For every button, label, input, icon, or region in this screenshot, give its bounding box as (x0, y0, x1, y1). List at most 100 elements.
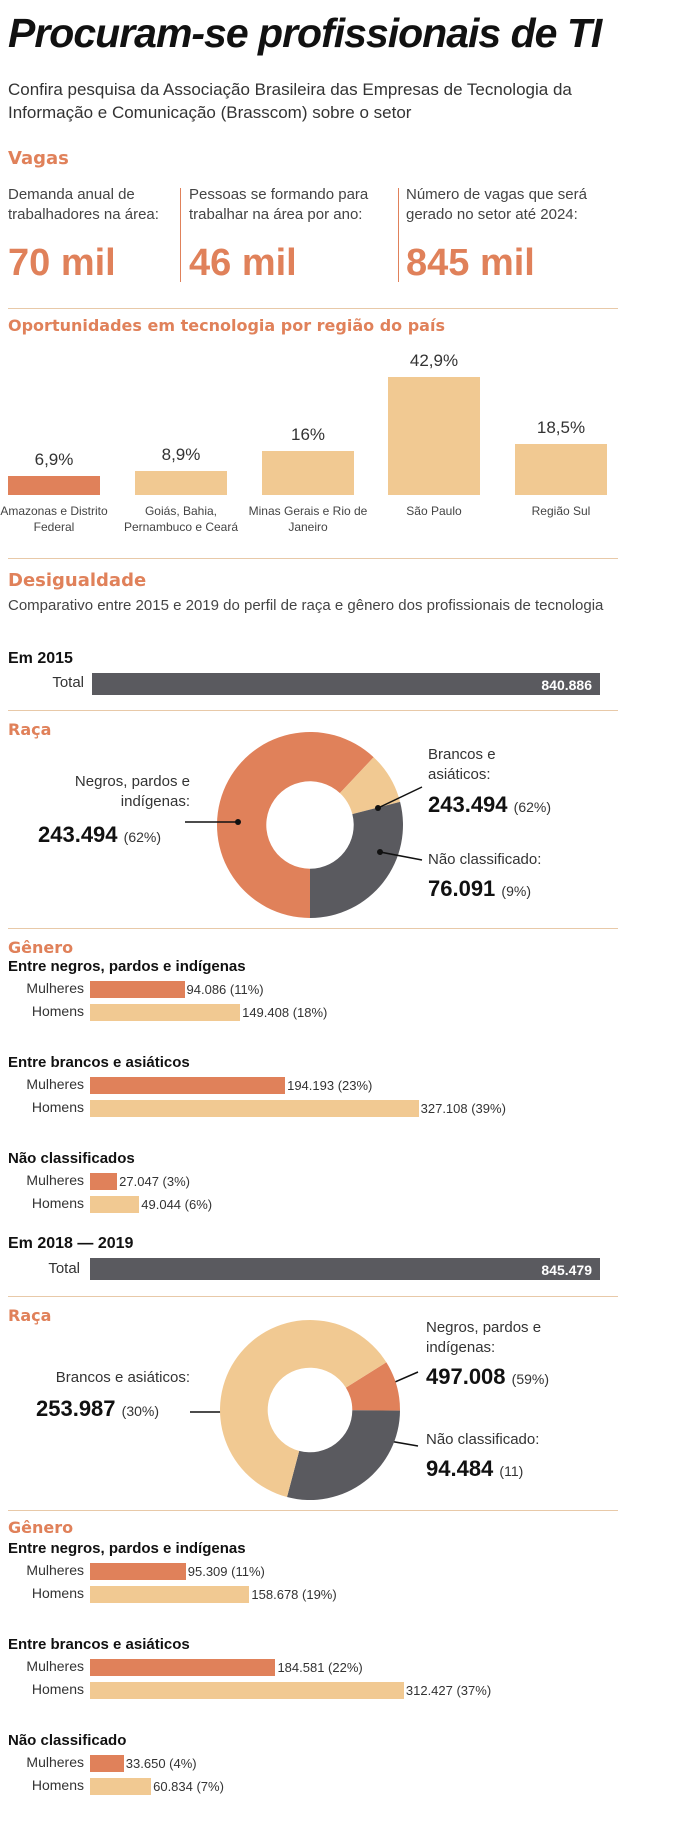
gender-group-title: Entre brancos e asiáticos (8, 1636, 190, 1653)
divider (8, 1510, 618, 1511)
vaga-divider-1 (180, 188, 181, 282)
raca2015-tr-value: 243.494 (62%) (428, 792, 551, 818)
raca2015-tr-number: 243.494 (428, 792, 508, 817)
gender-value-label: 95.309 (11%) (187, 1564, 265, 1579)
raca2019-left-value: 253.987 (30%) (36, 1396, 159, 1422)
gender-value-label: 327.108 (39%) (420, 1101, 506, 1116)
genero-title-2019: Gênero (8, 1518, 74, 1537)
raca2015-tr-label: Brancos e asiáticos: (428, 746, 496, 783)
vagas-title: Vagas (8, 148, 69, 169)
regioes-title: Oportunidades em tecnologia por região d… (8, 316, 445, 335)
desigualdade-description: Comparativo entre 2015 e 2019 do perfil … (8, 597, 604, 614)
raca2019-left-pct: (30%) (121, 1403, 160, 1419)
total-value-2015: 840.886 (541, 677, 592, 693)
raca-title-2019: Raça (8, 1306, 52, 1325)
gender-group-title: Não classificado (8, 1732, 127, 1749)
gender-bar (90, 1004, 241, 1021)
region-value-label: 42,9% (409, 351, 459, 370)
vaga-value-1: 70 mil (8, 242, 116, 284)
gender-bar (90, 1778, 152, 1795)
donut-slice-a (216, 732, 374, 918)
divider (8, 308, 618, 309)
vaga-value-3: 845 mil (406, 242, 535, 284)
raca2019-br-value: 94.484 (11) (426, 1456, 523, 1482)
raca-title-2015: Raça (8, 720, 52, 739)
leader-dot-br-2015 (377, 849, 383, 855)
region-category-label: Minas Gerais e Rio de Janeiro (248, 504, 368, 534)
gender-value-label: 158.678 (19%) (251, 1587, 337, 1602)
gender-value-label: 33.650 (4%) (125, 1756, 197, 1771)
raca2019-left-number: 253.987 (36, 1396, 116, 1421)
region-value-label: 18,5% (536, 418, 586, 438)
leader-line-br-2015 (379, 851, 423, 861)
region-category-label: São Paulo (406, 504, 462, 518)
raca2015-left-value: 243.494 (62%) (38, 822, 161, 848)
divider (8, 558, 618, 559)
donut-slice-a (345, 1362, 400, 1411)
gender-value-label: 312.427 (37%) (405, 1683, 492, 1698)
gender-row-label: Homens (31, 1195, 84, 1211)
gender-row-label: Homens (31, 1681, 84, 1697)
region-value-label: 8,9% (161, 444, 201, 464)
gender-value-label: 149.408 (18%) (242, 1005, 328, 1020)
gender-bar (90, 1100, 419, 1117)
gender-row-label: Homens (31, 1003, 84, 1019)
gender-bar (90, 1755, 124, 1772)
raca2015-br-pct: (9%) (501, 883, 531, 899)
region-bar (515, 444, 607, 495)
vaga-label-2: Pessoas se formando para trabalhar na ár… (189, 186, 369, 223)
region-bar (388, 377, 480, 495)
year-title-2019: Em 2018 — 2019 (8, 1235, 134, 1252)
divider (8, 710, 618, 711)
gender-row-label: Mulheres (26, 1562, 84, 1578)
gender-bar (90, 1173, 118, 1190)
gender-row-label: Mulheres (26, 1172, 84, 1188)
raca2019-br-pct: (11) (499, 1463, 524, 1479)
gender-bar (90, 1077, 286, 1094)
divider (8, 1296, 618, 1297)
donut-chart-2015 (216, 732, 403, 918)
region-bar (8, 476, 100, 495)
raca2019-tr-label: Negros, pardos e indígenas: (426, 1319, 542, 1356)
leader-line-tr-2015 (377, 786, 423, 809)
raca2015-tr-pct: (62%) (513, 799, 552, 815)
region-value-label: 6,9% (34, 450, 74, 470)
region-bar (262, 450, 354, 495)
region-bar (135, 470, 227, 495)
year-title-2015: Em 2015 (8, 650, 73, 667)
gender-bar (90, 1659, 276, 1676)
raca2019-left-label: Brancos e asiáticos: (55, 1369, 190, 1386)
desigualdade-title: Desigualdade (8, 570, 147, 591)
gender-row-label: Mulheres (26, 1658, 84, 1674)
raca2015-br-label: Não classificado: (428, 851, 542, 868)
region-category-label: Amazonas e Distrito Federal (0, 504, 108, 534)
vaga-label-1: Demanda anual de trabalhadores na área: (8, 186, 159, 223)
total-label-2015: Total (52, 674, 84, 691)
raca2015-br-value: 76.091 (9%) (428, 876, 531, 902)
gender-group-title: Entre brancos e asiáticos (8, 1054, 190, 1071)
raca2019-tr-value: 497.008 (59%) (426, 1364, 549, 1390)
gender-group-title: Entre negros, pardos e indígenas (8, 958, 246, 975)
raca2015-br-number: 76.091 (428, 876, 496, 901)
region-value-label: 16% (290, 424, 326, 444)
gender-row-label: Mulheres (26, 1754, 84, 1770)
total-bar-2019 (90, 1258, 600, 1280)
total-value-2019: 845.479 (541, 1262, 592, 1278)
gender-row-label: Homens (31, 1099, 84, 1115)
gender-group-title: Não classificados (8, 1150, 135, 1167)
raca2019-tr-pct: (59%) (511, 1371, 550, 1387)
region-bar-chart: 6,9% Amazonas e Distrito Federal 8,9% Goiás… (0, 345, 675, 545)
raca2015-left-label: Negros, pardos e indígenas: (74, 773, 190, 810)
raca2019-tr-number: 497.008 (426, 1364, 506, 1389)
leader-dot-tr-2015 (375, 805, 381, 811)
region-category-label: Goiás, Bahia, Pernambuco e Ceará (123, 504, 239, 534)
gender-row-label: Mulheres (26, 980, 84, 996)
gender-row-label: Homens (31, 1777, 84, 1793)
genero-bars-2015: Entre negros, pardos e indígenas Mulheres… (0, 958, 675, 1228)
page-subtitle: Confira pesquisa da Associação Brasileir… (8, 80, 572, 122)
gender-value-label: 27.047 (3%) (119, 1174, 190, 1189)
gender-bar (90, 1586, 250, 1603)
genero-bars-2019: Entre negros, pardos e indígenas Mulheres… (0, 1540, 675, 1830)
raca2015-left-number: 243.494 (38, 822, 118, 847)
divider (8, 928, 618, 929)
